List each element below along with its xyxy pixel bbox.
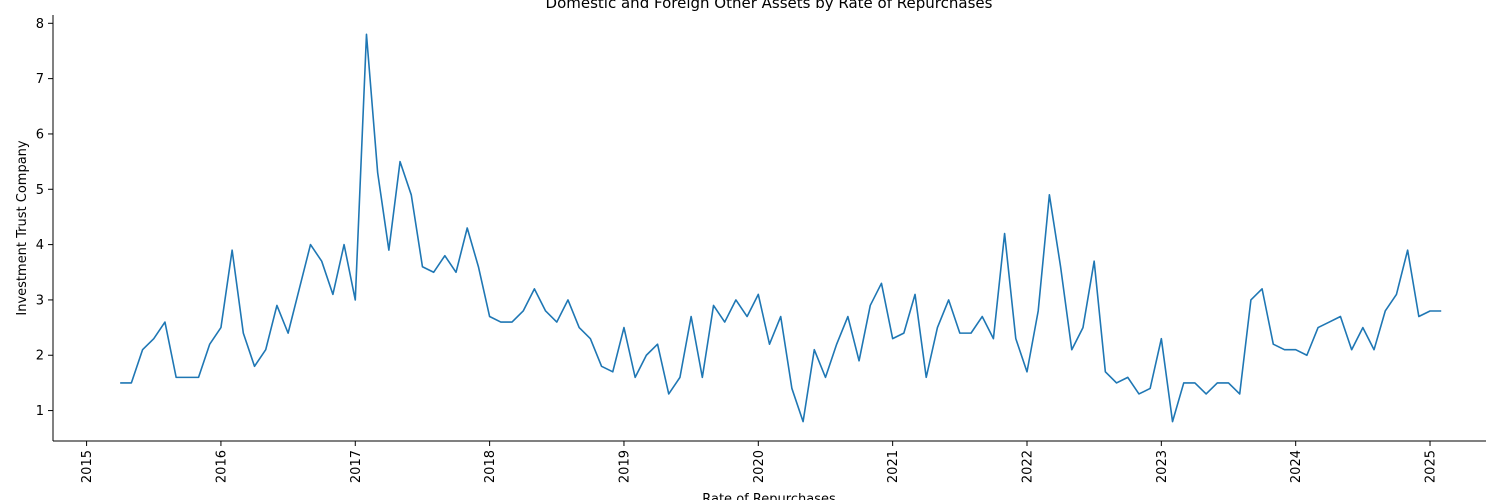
x-tick-label: 2015 <box>80 450 95 483</box>
series-line-0 <box>120 33 1442 423</box>
x-tick-label: 2021 <box>886 450 901 483</box>
x-tick-label: 2019 <box>617 450 632 483</box>
series-layer <box>120 33 1442 423</box>
x-tick-label: 2018 <box>483 450 498 483</box>
x-tick-label: 2017 <box>349 450 364 483</box>
y-tick-label: 2 <box>36 349 44 364</box>
x-tick-group: 2015 2016 2017 2018 2019 2020 2021 2022 2023 2024… <box>80 441 1439 483</box>
chart-title: Domestic and Foreign Other Assets by Rat… <box>546 0 993 12</box>
plot-axes <box>52 15 1486 442</box>
y-tick-label: 6 <box>36 127 44 142</box>
y-tick-label: 7 <box>36 72 44 87</box>
y-tick-label: 5 <box>36 183 44 198</box>
x-tick-label: 2020 <box>752 450 767 483</box>
x-tick-label: 2024 <box>1289 450 1304 483</box>
x-tick-label: 2016 <box>214 450 229 483</box>
y-tick-label: 4 <box>36 238 44 253</box>
y-tick-label: 8 <box>36 17 44 32</box>
y-tick-group: 1 2 3 4 5 6 7 8 <box>36 17 53 419</box>
x-axis-title: Rate of Repurchases <box>702 492 836 500</box>
y-axis-title: Investment Trust Company <box>15 140 30 316</box>
x-tick-label: 2022 <box>1020 450 1035 483</box>
y-tick-label: 1 <box>36 404 44 419</box>
y-tick-label: 3 <box>36 293 44 308</box>
x-tick-label: 2025 <box>1424 450 1439 483</box>
x-tick-label: 2023 <box>1155 450 1170 483</box>
